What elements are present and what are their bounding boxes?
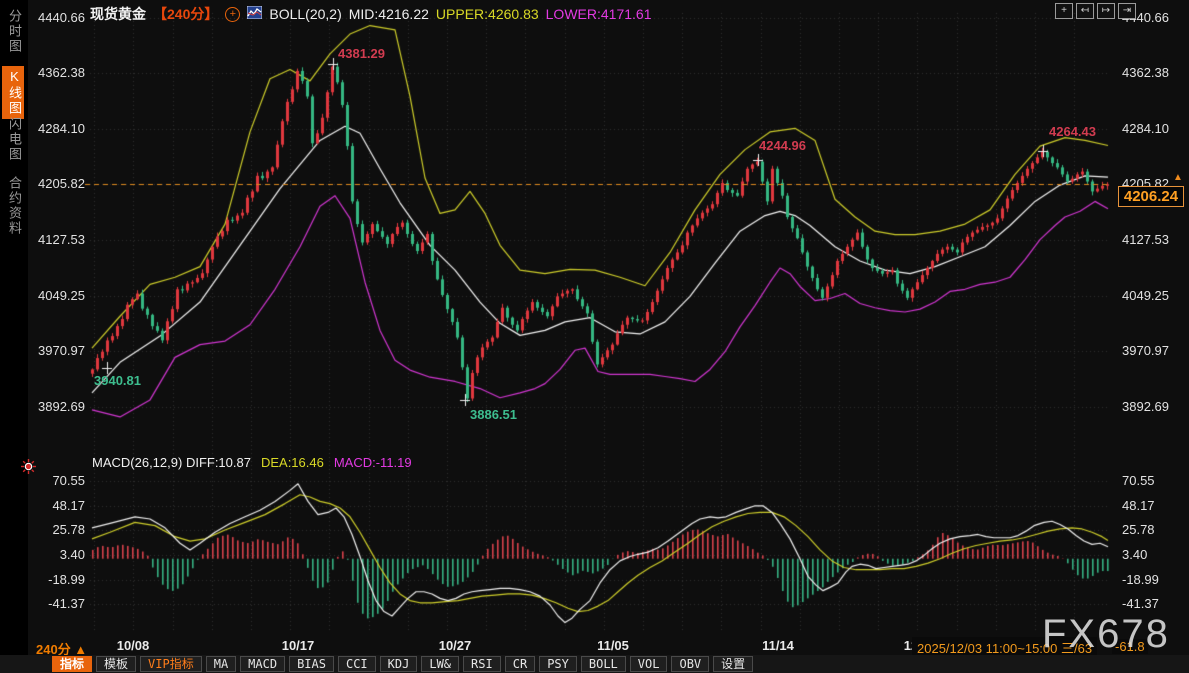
macd-diff-value: DIFF:10.87 (185, 455, 251, 470)
boll-mid-value: MID:4216.22 (348, 6, 429, 22)
date-axis-label: 10/17 (281, 638, 315, 653)
price-axis-label-right: 4362.38 (1122, 65, 1169, 81)
macd-axis-label-left: -18.99 (48, 571, 85, 587)
macd-macd-value: MACD:-11.19 (333, 455, 412, 470)
macd-axis-label-right: -18.99 (1122, 571, 1159, 587)
macd-dea-value: DEA:16.46 (260, 455, 324, 470)
date-axis-label: 11/14 (762, 638, 794, 653)
macd-axis-label-left: 48.17 (52, 497, 85, 513)
toolbar-button-模板[interactable]: 模板 (96, 656, 137, 672)
price-annotation: 4381.29 (338, 46, 385, 61)
toolbar-button-VIP指标[interactable]: VIP指标 (140, 656, 202, 672)
macd-axis-label-right: 3.40 (1122, 546, 1148, 562)
macd-axis-label-left: 70.55 (52, 472, 85, 488)
macd-axis-label-right: 25.78 (1122, 522, 1155, 538)
change-value-status: -61.8 (1112, 639, 1148, 654)
macd-axis-label-right: -41.37 (1122, 596, 1159, 612)
date-axis-label: 10/27 (438, 638, 472, 653)
indicator-toolbar: 指标 模板 VIP指标 MA MACD BIAS CCI KDJ LW& RSI CR PSY BOLL… (0, 655, 1189, 673)
date-axis-label: 10/08 (116, 638, 150, 653)
toolbar-button-CR[interactable]: CR (504, 656, 536, 672)
zoom-left-icon[interactable]: ↤ (1076, 3, 1094, 19)
toolbar-button-KDJ[interactable]: KDJ (379, 656, 418, 672)
price-axis-label-right: 3970.97 (1122, 343, 1169, 358)
price-axis-label-left: 4362.38 (38, 65, 85, 81)
price-axis-label-right: 3892.69 (1122, 398, 1169, 414)
live-indicator-icon (21, 459, 36, 479)
macd-axis-label-left: -41.37 (48, 596, 85, 612)
macd-axis-label-right: 70.55 (1122, 472, 1155, 488)
macd-header: MACD(26,12,9) DIFF:10.87 DEA:16.46 MACD:… (92, 455, 412, 470)
toolbar-button-BOLL[interactable]: BOLL (580, 656, 626, 672)
price-axis-label-left: 4440.66 (38, 10, 85, 25)
chart-header: 现货黄金 【240分】 + BOLL(20,2) MID:4216.22 UPP… (90, 5, 651, 23)
macd-axis-label-left: 25.78 (52, 522, 85, 538)
period-label[interactable]: 【240分】 (153, 6, 219, 22)
price-axis-label-right: 4284.10 (1122, 120, 1169, 136)
toolbar-button-RSI[interactable]: RSI (463, 656, 501, 672)
sidebar-tab-分时图[interactable]: 分时图 (7, 9, 22, 54)
current-price-badge: 4206.24 (1118, 186, 1184, 207)
price-annotation: 4244.96 (759, 138, 806, 153)
price-up-arrow-icon: ▲ (1173, 172, 1183, 183)
price-axis-label-right: 4049.25 (1122, 287, 1169, 303)
price-annotation: 3886.51 (470, 407, 517, 422)
price-axis-label-left: 3970.97 (38, 343, 85, 358)
symbol-name: 现货黄金 (90, 6, 146, 22)
add-indicator-icon[interactable]: + (225, 6, 241, 22)
price-annotation: 3940.81 (94, 373, 141, 388)
toolbar-button-OBV[interactable]: OBV (671, 656, 710, 672)
timeframe-status-label[interactable]: 240分 ▲ (36, 642, 88, 657)
export-chart-icon[interactable]: ⇥ (1118, 3, 1136, 19)
price-axis-label-left: 4284.10 (38, 120, 85, 136)
chart-type-icon[interactable] (246, 5, 263, 22)
toolbar-button-LW&[interactable]: LW& (421, 656, 460, 672)
crosshair-move-icon[interactable]: + (1055, 3, 1073, 19)
date-axis-label: 11/05 (597, 638, 629, 653)
macd-params-label: MACD(26,12,9) (92, 455, 183, 470)
price-axis-label-left: 3892.69 (38, 398, 85, 414)
session-time-status: 2025/12/03 11:00~15:00 三/63 (912, 637, 1098, 658)
toolbar-button-指标[interactable]: 指标 (52, 656, 93, 672)
boll-params-label: BOLL(20,2) (269, 6, 342, 22)
toolbar-button-MA[interactable]: MA (205, 656, 237, 672)
toolbar-button-CCI[interactable]: CCI (337, 656, 376, 672)
fx678-watermark: FX678 (1042, 612, 1170, 656)
price-annotation: 4264.43 (1049, 124, 1096, 139)
boll-upper-value: UPPER:4260.83 (435, 6, 539, 22)
toolbar-button-VOL[interactable]: VOL (629, 656, 668, 672)
toolbar-button-BIAS[interactable]: BIAS (289, 656, 334, 672)
toolbar-button-MACD[interactable]: MACD (240, 656, 286, 672)
sidebar-tab-合约资料[interactable]: 合约资料 (7, 176, 22, 236)
chart-tool-icons: + ↤ ↦ ⇥ (1055, 3, 1136, 19)
macd-axis-label-right: 48.17 (1122, 497, 1155, 513)
left-sidebar: 分时图 K线图 闪电图合约资料 (0, 0, 28, 673)
toolbar-button-设置[interactable]: 设置 (713, 656, 754, 672)
boll-lower-value: LOWER:4171.61 (545, 6, 652, 22)
zoom-right-icon[interactable]: ↦ (1097, 3, 1115, 19)
price-axis-label-left: 4205.82 (38, 176, 85, 192)
toolbar-button-PSY[interactable]: PSY (539, 656, 577, 672)
sidebar-tab-K线图[interactable]: K线图 (2, 66, 24, 119)
sidebar-tab-闪电图[interactable]: 闪电图 (7, 117, 22, 162)
price-axis-label-left: 4049.25 (38, 287, 85, 303)
macd-axis-label-left: 3.40 (59, 546, 85, 562)
price-axis-label-left: 4127.53 (38, 232, 85, 247)
price-axis-label-right: 4127.53 (1122, 232, 1169, 247)
